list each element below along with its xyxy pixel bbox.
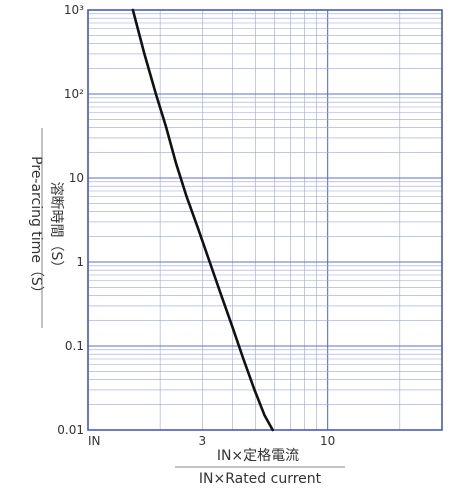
y-tick-label: 0.1 (65, 339, 84, 353)
y-tick-label: 10³ (64, 3, 84, 17)
ylabel-en: Pre-arcing time（S） (28, 156, 44, 300)
x-tick-label: 10 (320, 434, 335, 448)
x-tick-label: 3 (199, 434, 207, 448)
tick-labels: 10³ 10² 10 1 0.1 0.01 IN 3 10 (57, 3, 335, 448)
y-tick-label: 1 (76, 255, 84, 269)
plot-frame (87, 9, 443, 431)
xlabel-jp: IN×定格電流 (217, 448, 299, 464)
series-line (131, 8, 275, 432)
ylabel-jp: 溶断時間（S） (48, 182, 64, 275)
grid (87, 9, 443, 431)
y-tick-label: 0.01 (57, 423, 84, 437)
y-tick-label: 10 (69, 171, 84, 185)
x-tick-label: IN (88, 434, 101, 448)
y-tick-label: 10² (64, 87, 84, 101)
series (131, 8, 275, 432)
xlabel-en: IN×Rated current (199, 471, 322, 487)
